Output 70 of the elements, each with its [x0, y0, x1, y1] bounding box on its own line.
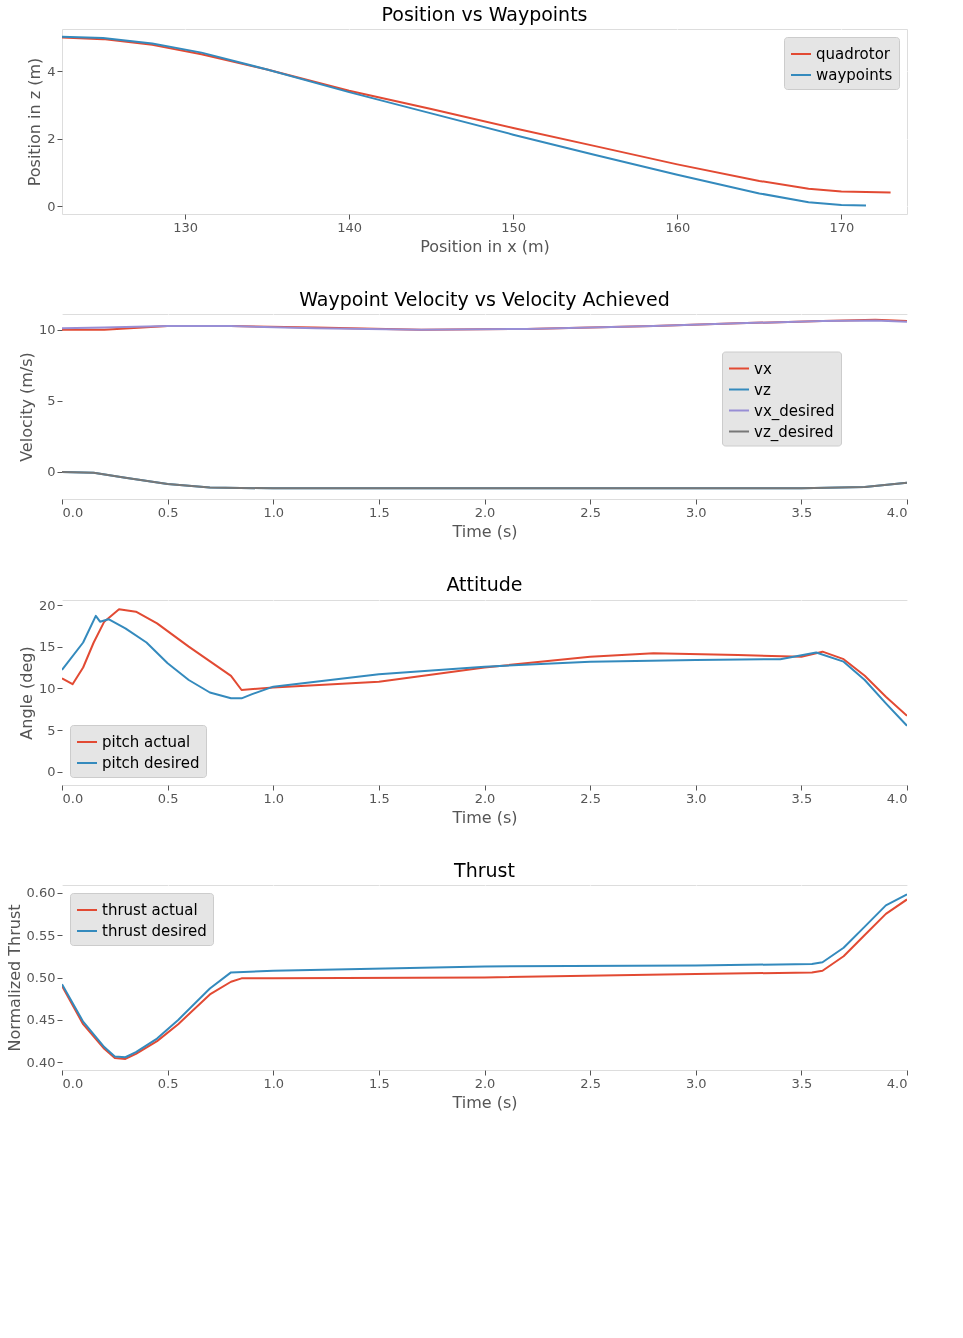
x-axis-title: Time (s) [451, 521, 518, 541]
y-tick-label: 15 [38, 639, 56, 655]
legend-label: vx [754, 359, 772, 378]
x-tick-label: 2.0 [474, 790, 496, 806]
chart-title: Position vs Waypoints [381, 3, 588, 25]
legend-label: thrust actual [102, 901, 198, 919]
x-tick-label: 1.0 [263, 504, 285, 520]
y-axis-title: Velocity (m/s) [16, 352, 36, 462]
x-axis-title: Position in x (m) [420, 236, 550, 256]
x-tick-label: 1.0 [263, 790, 285, 806]
y-tick-label: 20 [38, 597, 56, 613]
chart-title: Waypoint Velocity vs Velocity Achieved [299, 288, 670, 310]
x-tick-label: 1.5 [369, 1075, 390, 1091]
legend-label: waypoints [816, 66, 893, 84]
legend-label: vz_desired [754, 422, 834, 442]
legend-label: pitch actual [102, 733, 191, 751]
x-tick-label: 130 [173, 219, 198, 235]
x-tick-label: 3.5 [791, 504, 813, 520]
y-tick-label: 0 [47, 198, 56, 214]
x-tick-label: 4.0 [886, 504, 908, 520]
x-axis-title: Time (s) [451, 1092, 518, 1112]
x-tick-label: 0.5 [157, 504, 179, 520]
x-tick-label: 2.0 [474, 1075, 496, 1091]
y-axis-title: Normalized Thrust [4, 904, 24, 1052]
y-tick-label: 0.50 [26, 970, 56, 985]
x-tick-label: 1.5 [369, 504, 390, 520]
y-tick-label: 0.40 [26, 1054, 56, 1070]
y-tick-label: 5 [47, 722, 56, 738]
x-tick-label: 4.0 [886, 1075, 908, 1091]
legend-label: vz [754, 380, 771, 399]
x-tick-label: 3.0 [685, 1075, 707, 1091]
legend-label: pitch desired [102, 754, 200, 772]
x-tick-label: 3.5 [791, 790, 813, 806]
x-tick-label: 0.0 [62, 790, 84, 806]
y-tick-label: 0.45 [26, 1012, 56, 1028]
y-tick-label: 4 [47, 63, 56, 79]
x-tick-label: 150 [501, 219, 527, 235]
y-tick-label: 10 [38, 322, 56, 338]
x-axis-title: Time (s) [451, 807, 518, 827]
x-tick-label: 2.0 [474, 504, 496, 520]
x-tick-label: 160 [665, 219, 691, 235]
legend-label: vx_desired [754, 401, 835, 421]
y-tick-label: 0.60 [26, 885, 56, 901]
legend-label: quadrotor [816, 45, 891, 63]
y-tick-label: 0 [47, 764, 56, 780]
x-tick-label: 2.5 [580, 1075, 601, 1091]
x-tick-label: 4.0 [886, 790, 908, 806]
x-tick-label: 3.0 [685, 790, 707, 806]
y-tick-label: 5 [47, 393, 56, 409]
x-tick-label: 1.0 [263, 1075, 285, 1091]
x-tick-label: 2.5 [580, 504, 601, 520]
x-tick-label: 2.5 [580, 790, 601, 806]
x-tick-label: 3.0 [685, 504, 707, 520]
x-tick-label: 0.0 [62, 504, 84, 520]
y-tick-label: 0.55 [26, 927, 56, 943]
y-tick-label: 10 [38, 680, 56, 696]
x-tick-label: 0.0 [62, 1075, 84, 1091]
x-tick-label: 0.5 [157, 1075, 179, 1091]
y-tick-label: 2 [47, 131, 56, 147]
y-tick-label: 0 [47, 464, 56, 480]
legend-label: thrust desired [102, 922, 207, 940]
x-tick-label: 1.5 [369, 790, 390, 806]
y-axis-title: Angle (deg) [16, 646, 36, 740]
x-tick-label: 3.5 [791, 1075, 813, 1091]
x-tick-label: 0.5 [157, 790, 179, 806]
x-tick-label: 170 [829, 219, 855, 235]
chart-title: Attitude [446, 573, 523, 595]
y-axis-title: Position in z (m) [25, 57, 45, 187]
x-tick-label: 140 [337, 219, 363, 235]
chart-title: Thrust [453, 859, 515, 881]
